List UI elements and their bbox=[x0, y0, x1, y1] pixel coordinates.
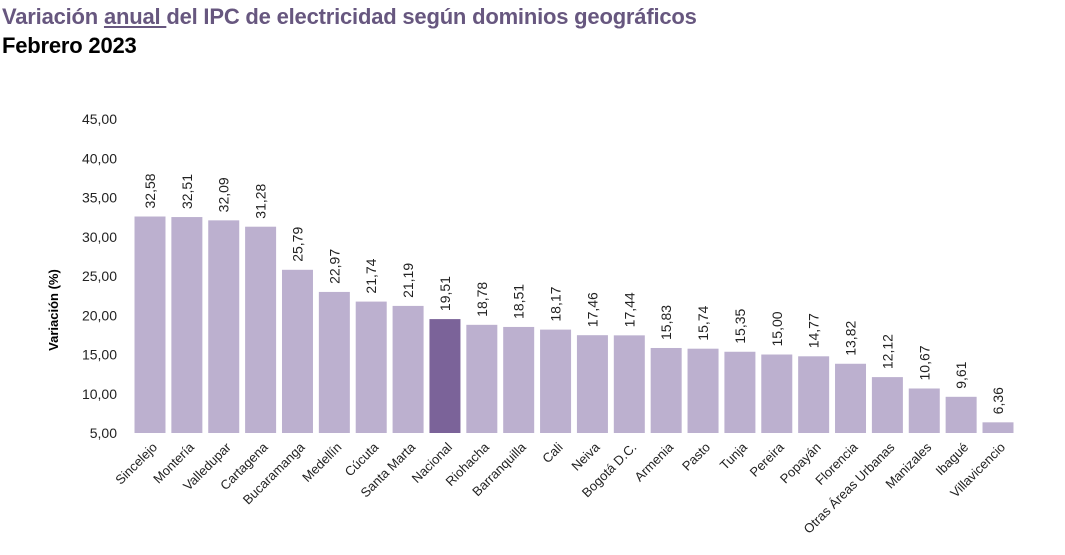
data-label: 14,77 bbox=[806, 313, 822, 348]
bar-popay-n bbox=[798, 356, 830, 433]
bar-medell-n bbox=[318, 291, 350, 433]
data-label: 13,82 bbox=[843, 321, 859, 356]
bar-florencia bbox=[835, 363, 867, 433]
y-axis-label: Variación (%) bbox=[46, 269, 61, 351]
title-underlined: anual bbox=[103, 4, 167, 29]
data-label: 15,00 bbox=[769, 311, 785, 346]
y-tick-label: 15,00 bbox=[82, 347, 117, 363]
data-label: 6,36 bbox=[990, 387, 1006, 414]
bar-pereira bbox=[761, 354, 793, 433]
data-label: 17,44 bbox=[621, 292, 637, 327]
y-tick-label: 35,00 bbox=[82, 190, 117, 206]
bar-bucaramanga bbox=[281, 269, 313, 433]
bar-cali bbox=[540, 329, 572, 433]
bar-sincelejo bbox=[134, 216, 166, 433]
title-part: Variación bbox=[2, 4, 104, 29]
data-label: 18,17 bbox=[548, 286, 564, 321]
title-part: del IPC de electricidad según dominios g… bbox=[166, 4, 697, 29]
bar-santa-marta bbox=[392, 305, 424, 433]
bar-barranquilla bbox=[503, 326, 535, 433]
y-tick-label: 10,00 bbox=[82, 386, 117, 402]
data-label: 15,83 bbox=[658, 305, 674, 340]
bar-otras-reas-urbanas bbox=[871, 377, 903, 433]
data-label: 32,09 bbox=[216, 177, 232, 212]
data-label: 31,28 bbox=[253, 183, 269, 218]
bar-neiva bbox=[576, 335, 608, 433]
bar-nacional bbox=[429, 319, 461, 433]
chart-title: Variación anual del IPC de electricidad … bbox=[2, 4, 697, 30]
data-label: 15,74 bbox=[695, 305, 711, 340]
data-label: 9,61 bbox=[953, 361, 969, 388]
bar-c-cuta bbox=[355, 301, 387, 433]
bar-cartagena bbox=[245, 226, 277, 433]
chart-subtitle: Febrero 2023 bbox=[2, 33, 137, 58]
data-label: 21,19 bbox=[400, 263, 416, 298]
bar-armenia bbox=[650, 347, 682, 433]
data-label: 12,12 bbox=[879, 334, 895, 369]
bar-villavicencio bbox=[982, 422, 1014, 433]
bar-tunja bbox=[724, 351, 756, 433]
data-label: 21,74 bbox=[363, 258, 379, 293]
y-tick-label: 25,00 bbox=[82, 268, 117, 284]
data-label: 17,46 bbox=[584, 292, 600, 327]
x-tick-label: Sincelejo bbox=[112, 440, 160, 488]
bar-bogot-d-c- bbox=[613, 335, 645, 433]
x-tick-label: Neiva bbox=[568, 439, 603, 474]
data-label: 19,51 bbox=[437, 276, 453, 311]
data-label: 25,79 bbox=[289, 227, 305, 262]
x-tick-label: Cali bbox=[539, 439, 566, 466]
y-tick-label: 30,00 bbox=[82, 229, 117, 245]
bar-manizales bbox=[908, 388, 940, 433]
bar-riohacha bbox=[466, 324, 498, 433]
bar-ibagu- bbox=[945, 396, 977, 433]
y-tick-label: 5,00 bbox=[90, 425, 117, 441]
data-label: 32,51 bbox=[179, 174, 195, 209]
x-tick-label: Tunja bbox=[717, 439, 751, 473]
data-label: 32,58 bbox=[142, 173, 158, 208]
y-tick-label: 45,00 bbox=[82, 111, 117, 127]
y-tick-label: 40,00 bbox=[82, 150, 117, 166]
data-label: 18,51 bbox=[511, 284, 527, 319]
bar-monter-a bbox=[171, 217, 203, 433]
data-label: 22,97 bbox=[326, 249, 342, 284]
y-tick-label: 20,00 bbox=[82, 307, 117, 323]
data-label: 18,78 bbox=[474, 282, 490, 317]
x-tick-label: Pasto bbox=[679, 440, 713, 474]
x-tick-label: Medellín bbox=[299, 440, 344, 485]
data-label: 10,67 bbox=[916, 345, 932, 380]
data-label: 15,35 bbox=[732, 309, 748, 344]
bar-pasto bbox=[687, 348, 719, 433]
x-tick-label: Armenia bbox=[631, 439, 676, 484]
bar-valledupar bbox=[208, 220, 240, 433]
